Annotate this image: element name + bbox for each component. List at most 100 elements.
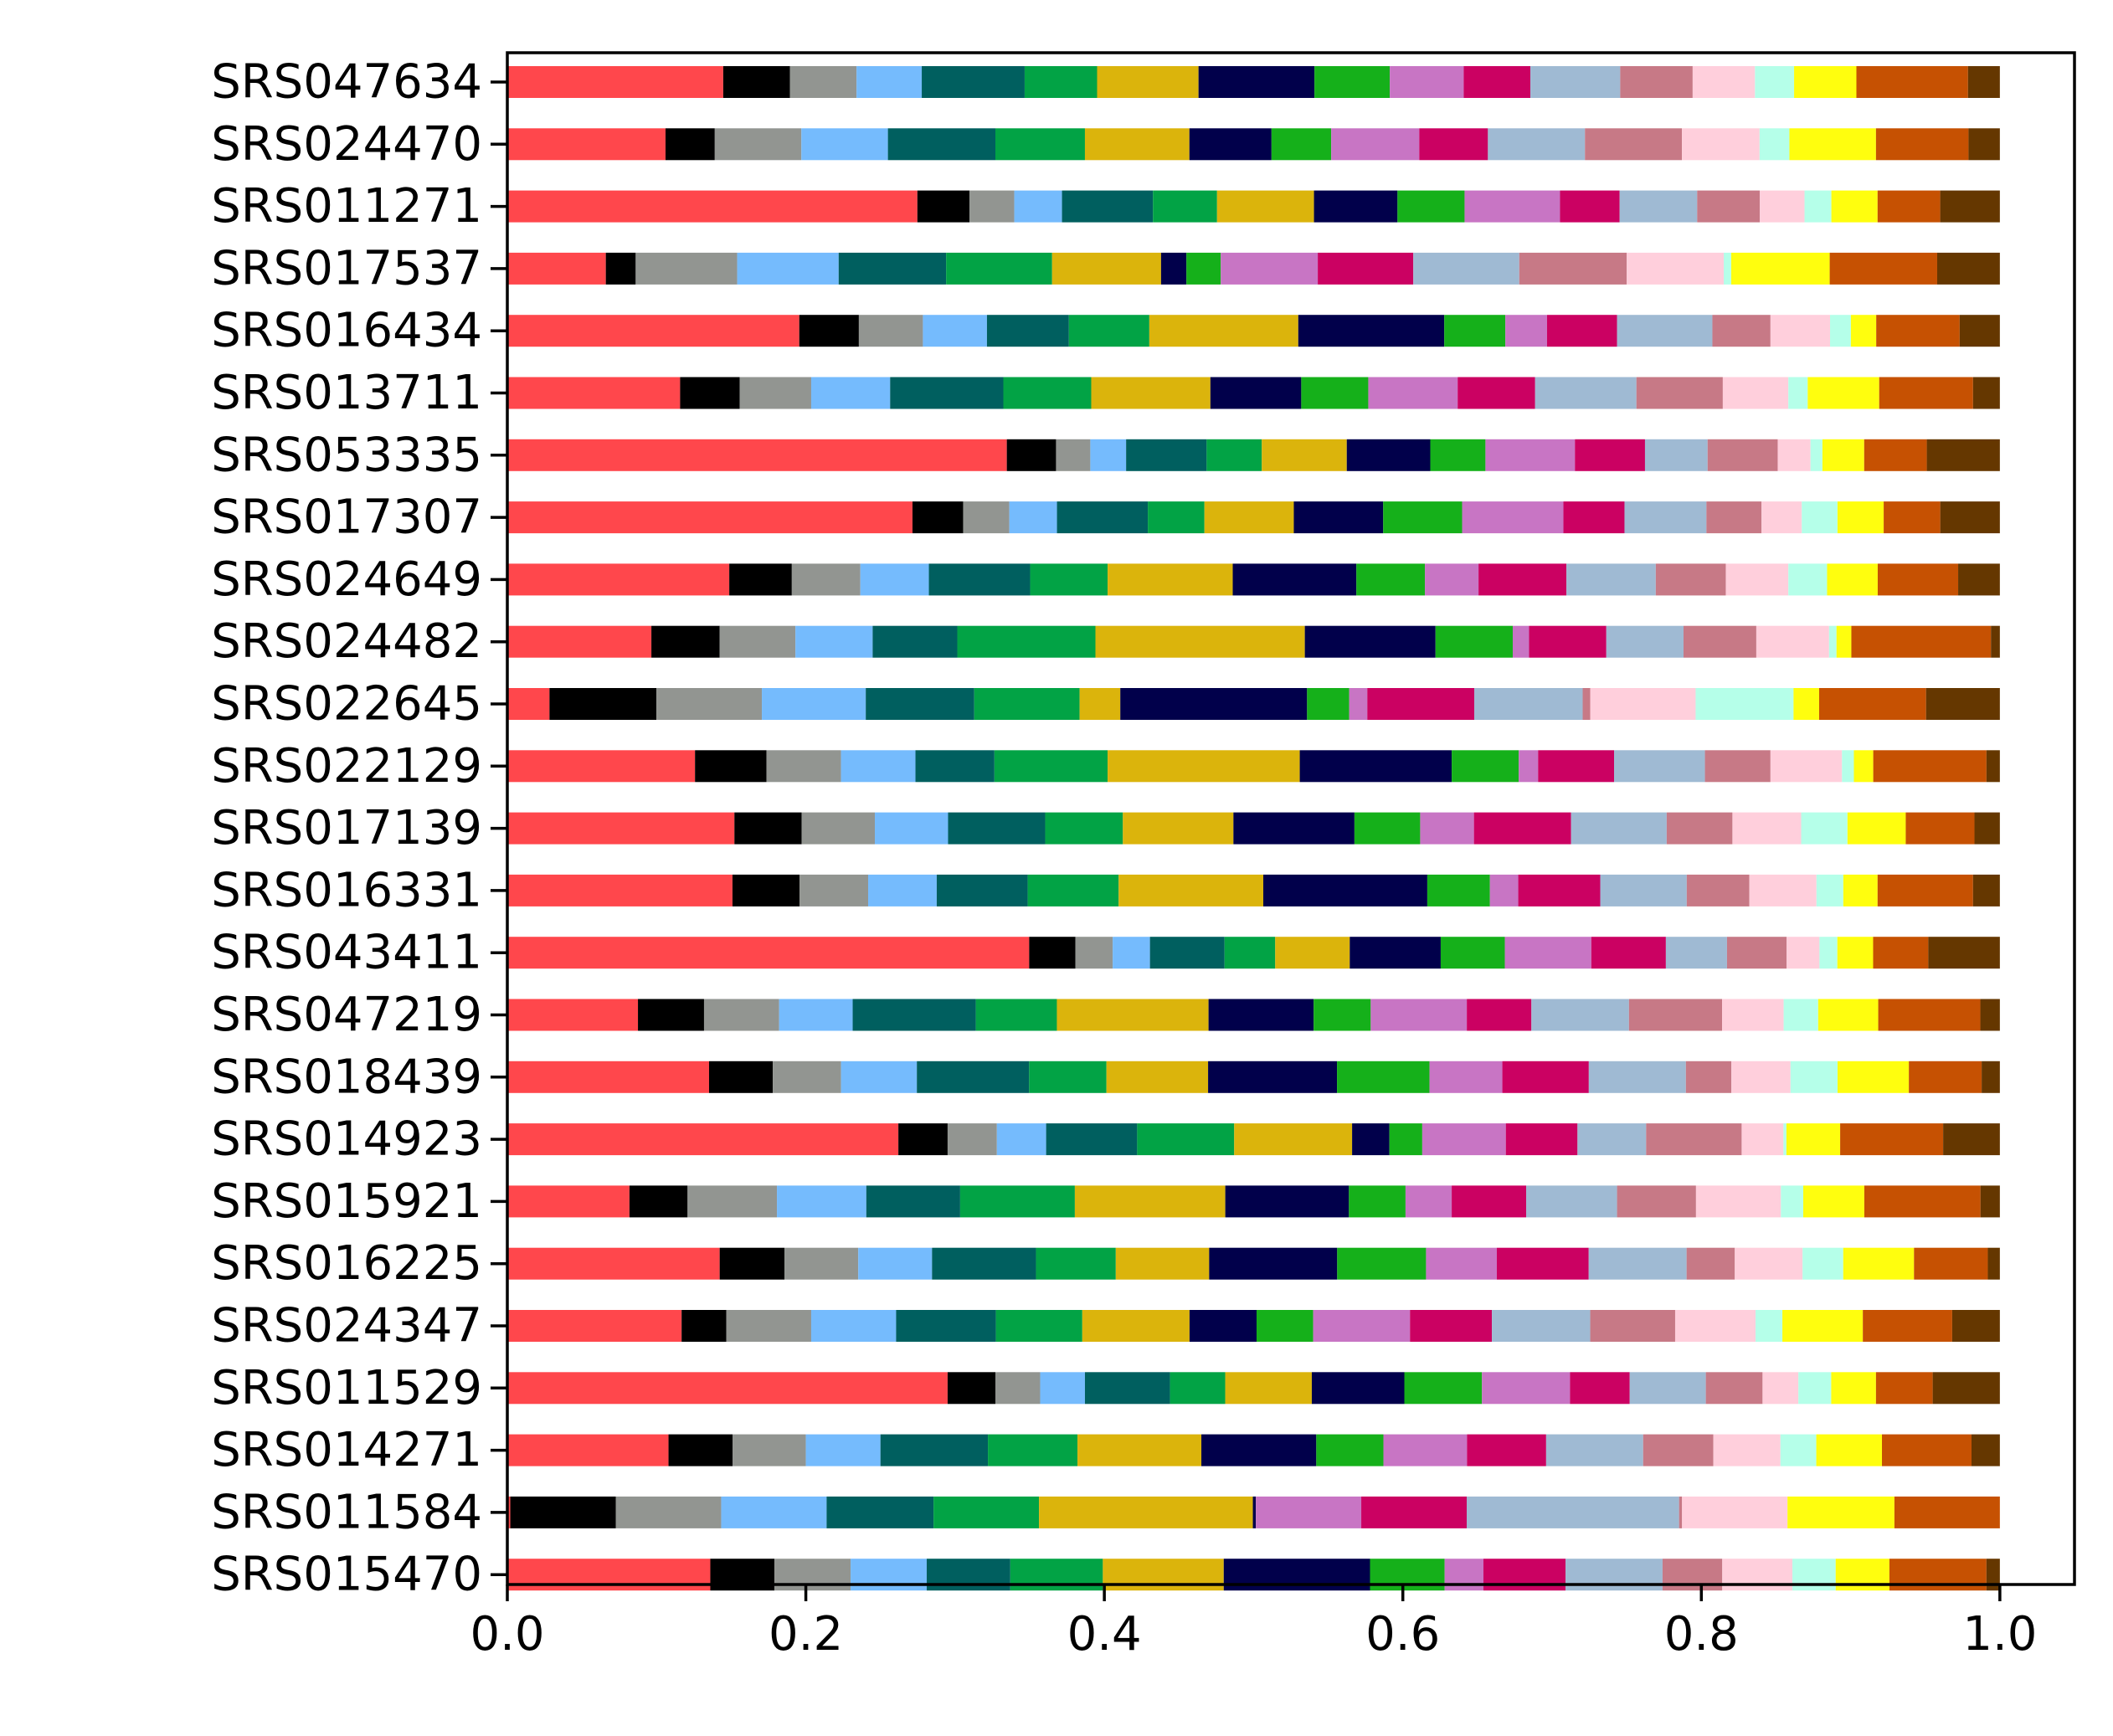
bar-segment xyxy=(1683,625,1756,658)
bar-segment xyxy=(1314,999,1371,1031)
bar-segment xyxy=(1982,1061,2000,1093)
bar-segment xyxy=(1735,1247,1803,1280)
bar-segment xyxy=(779,999,853,1031)
bar-segment xyxy=(1932,1372,2000,1405)
bar-segment xyxy=(719,1247,785,1280)
bar-segment xyxy=(1802,501,1838,534)
bar-segment xyxy=(995,128,1085,161)
bar-segment xyxy=(1435,625,1513,658)
bar-segment xyxy=(1232,563,1357,596)
bar-segment xyxy=(1126,439,1207,471)
bar-segment xyxy=(507,1247,720,1280)
bar-segment xyxy=(1873,750,1987,783)
bar-segment xyxy=(1665,937,1727,969)
bar-segment xyxy=(1383,1434,1468,1466)
bar-segment xyxy=(799,874,869,907)
bar-segment xyxy=(923,315,987,347)
bar-segment xyxy=(1331,128,1420,161)
bar-segment xyxy=(507,252,606,285)
bar-segment xyxy=(1062,190,1154,223)
bar-segment xyxy=(680,377,740,409)
bar-segment xyxy=(1794,66,1857,98)
bar-segment xyxy=(1706,501,1762,534)
bar-segment xyxy=(1084,1372,1170,1405)
bar-segment xyxy=(1405,1185,1452,1218)
bar-segment xyxy=(852,999,976,1031)
bar-segment xyxy=(1029,937,1076,969)
bar-segment xyxy=(1024,66,1098,98)
bar-segment xyxy=(1987,1247,2000,1280)
bar-segment xyxy=(1731,1061,1791,1093)
bar-segment xyxy=(1802,1185,1864,1218)
bar-segment xyxy=(1617,1185,1696,1218)
bar-segment xyxy=(1991,625,2000,658)
bar-segment xyxy=(1346,439,1431,471)
bar-segment xyxy=(1505,1123,1578,1156)
bar-segment xyxy=(1974,812,2000,845)
bar-segment xyxy=(1781,1185,1803,1218)
bar-segment xyxy=(1256,1310,1314,1342)
category-label: SRS017139 xyxy=(211,801,482,855)
bar-segment xyxy=(994,750,1108,783)
bar-segment xyxy=(866,688,974,720)
bar-segment xyxy=(957,625,1096,658)
bar-segment xyxy=(1725,563,1789,596)
bar-segment xyxy=(1986,750,2000,783)
bar-segment xyxy=(1786,1123,1841,1156)
bar-segment xyxy=(1856,66,1968,98)
bar-segment xyxy=(948,812,1046,845)
bar-segment xyxy=(1588,1061,1686,1093)
axes-frame xyxy=(506,51,2076,1586)
bar-segment xyxy=(1864,439,1927,471)
bar-segment xyxy=(507,1310,682,1342)
bar-segment xyxy=(912,501,964,534)
bar-segment xyxy=(810,377,891,409)
category-label: SRS024482 xyxy=(211,614,482,669)
bar-segment xyxy=(1137,1123,1235,1156)
bar-segment xyxy=(1115,1247,1210,1280)
bar-segment xyxy=(1928,937,2000,969)
bar-segment xyxy=(1629,1372,1706,1405)
bar-segment xyxy=(1389,1123,1422,1156)
bar-segment xyxy=(1091,377,1211,409)
category-label: SRS024470 xyxy=(211,117,482,172)
bar-segment xyxy=(507,1185,630,1218)
bar-segment xyxy=(507,1496,511,1528)
bar-segment xyxy=(986,315,1069,347)
bar-segment xyxy=(1828,625,1837,658)
bar-segment xyxy=(880,1434,989,1466)
bar-segment xyxy=(1189,1310,1257,1342)
bar-segment xyxy=(1079,688,1121,720)
bar-segment xyxy=(1666,812,1733,845)
bar-segment xyxy=(1936,252,2000,285)
bar-segment xyxy=(872,625,958,658)
bar-segment xyxy=(1352,1123,1390,1156)
bar-segment xyxy=(777,1185,866,1218)
bar-segment xyxy=(1843,1247,1915,1280)
bar-segment xyxy=(1712,315,1771,347)
bar-segment xyxy=(784,1247,859,1280)
bar-segment xyxy=(1356,563,1426,596)
bar-segment xyxy=(1301,377,1369,409)
bar-segment xyxy=(1084,128,1190,161)
bar-segment xyxy=(1039,1496,1253,1528)
bar-segment xyxy=(1108,563,1233,596)
bar-segment xyxy=(1770,750,1843,783)
bar-segment xyxy=(1350,937,1441,969)
bar-segment xyxy=(1967,66,2000,98)
bar-segment xyxy=(1120,688,1308,720)
bar-segment xyxy=(1256,1496,1362,1528)
bar-segment xyxy=(1056,439,1091,471)
category-label: SRS015470 xyxy=(211,1548,482,1602)
bar-segment xyxy=(1968,128,2000,161)
bar-segment xyxy=(635,252,738,285)
bar-segment xyxy=(1426,1247,1497,1280)
bar-segment xyxy=(1462,501,1564,534)
bar-segment xyxy=(1489,874,1519,907)
category-label: SRS016225 xyxy=(211,1236,482,1291)
bar-segment xyxy=(1804,190,1832,223)
bar-segment xyxy=(1643,1434,1714,1466)
category-label: SRS011529 xyxy=(211,1361,482,1415)
bar-segment xyxy=(917,1061,1030,1093)
bar-segment xyxy=(766,750,841,783)
